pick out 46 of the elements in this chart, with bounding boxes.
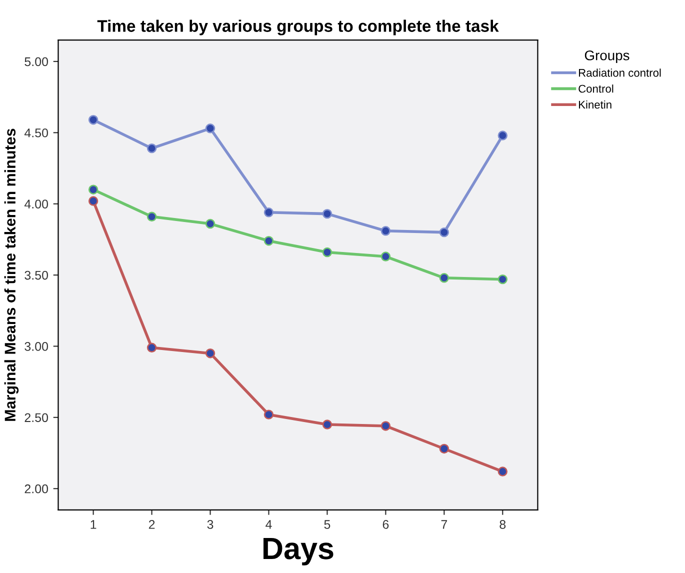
y-tick-label: 3.50 [24,270,48,280]
chart-title: Time taken by various groups to complete the task [97,20,499,36]
point [322,420,332,430]
x-tick-label: 2 [148,520,155,529]
legend-title: Groups [584,50,630,64]
point [146,212,157,222]
point [498,274,508,284]
point [439,273,450,283]
point [439,227,450,238]
point [322,208,332,219]
y-tick-label: 4.50 [24,128,48,138]
point [88,184,98,194]
legend-label: Radiation control [578,68,661,77]
legend-label: Kinetin [578,100,612,109]
x-tick-label: 6 [382,520,389,529]
x-tick-label: 4 [266,520,272,529]
y-tick-label: 2.50 [24,413,48,422]
point [88,114,98,125]
point [380,226,391,236]
x-tick-label: 7 [441,520,448,529]
point [205,218,216,229]
point [498,130,508,140]
point [205,348,216,358]
x-tick-label: 5 [324,520,330,529]
point [380,252,391,262]
x-tick-label: 1 [90,520,96,529]
y-tick-label: 3.00 [24,342,48,351]
x-tick-label: 8 [500,520,506,529]
x-tick-label: 3 [207,520,214,529]
point [498,466,508,476]
point [264,410,274,420]
y-tick-label: 4.00 [24,200,48,208]
x-axis-title: Days [263,538,334,566]
point [264,208,274,218]
y-axis-title: Marginal Means of time taken in minutes [4,128,19,421]
y-tick-label: 5.00 [24,57,48,66]
point [380,421,391,431]
point [146,342,157,353]
point [264,236,274,246]
y-tick-label: 2.00 [24,484,48,494]
point [88,196,98,206]
point [439,444,450,454]
point [205,124,216,134]
point [322,247,332,258]
legend-label: Control [578,84,614,93]
point [146,143,157,154]
